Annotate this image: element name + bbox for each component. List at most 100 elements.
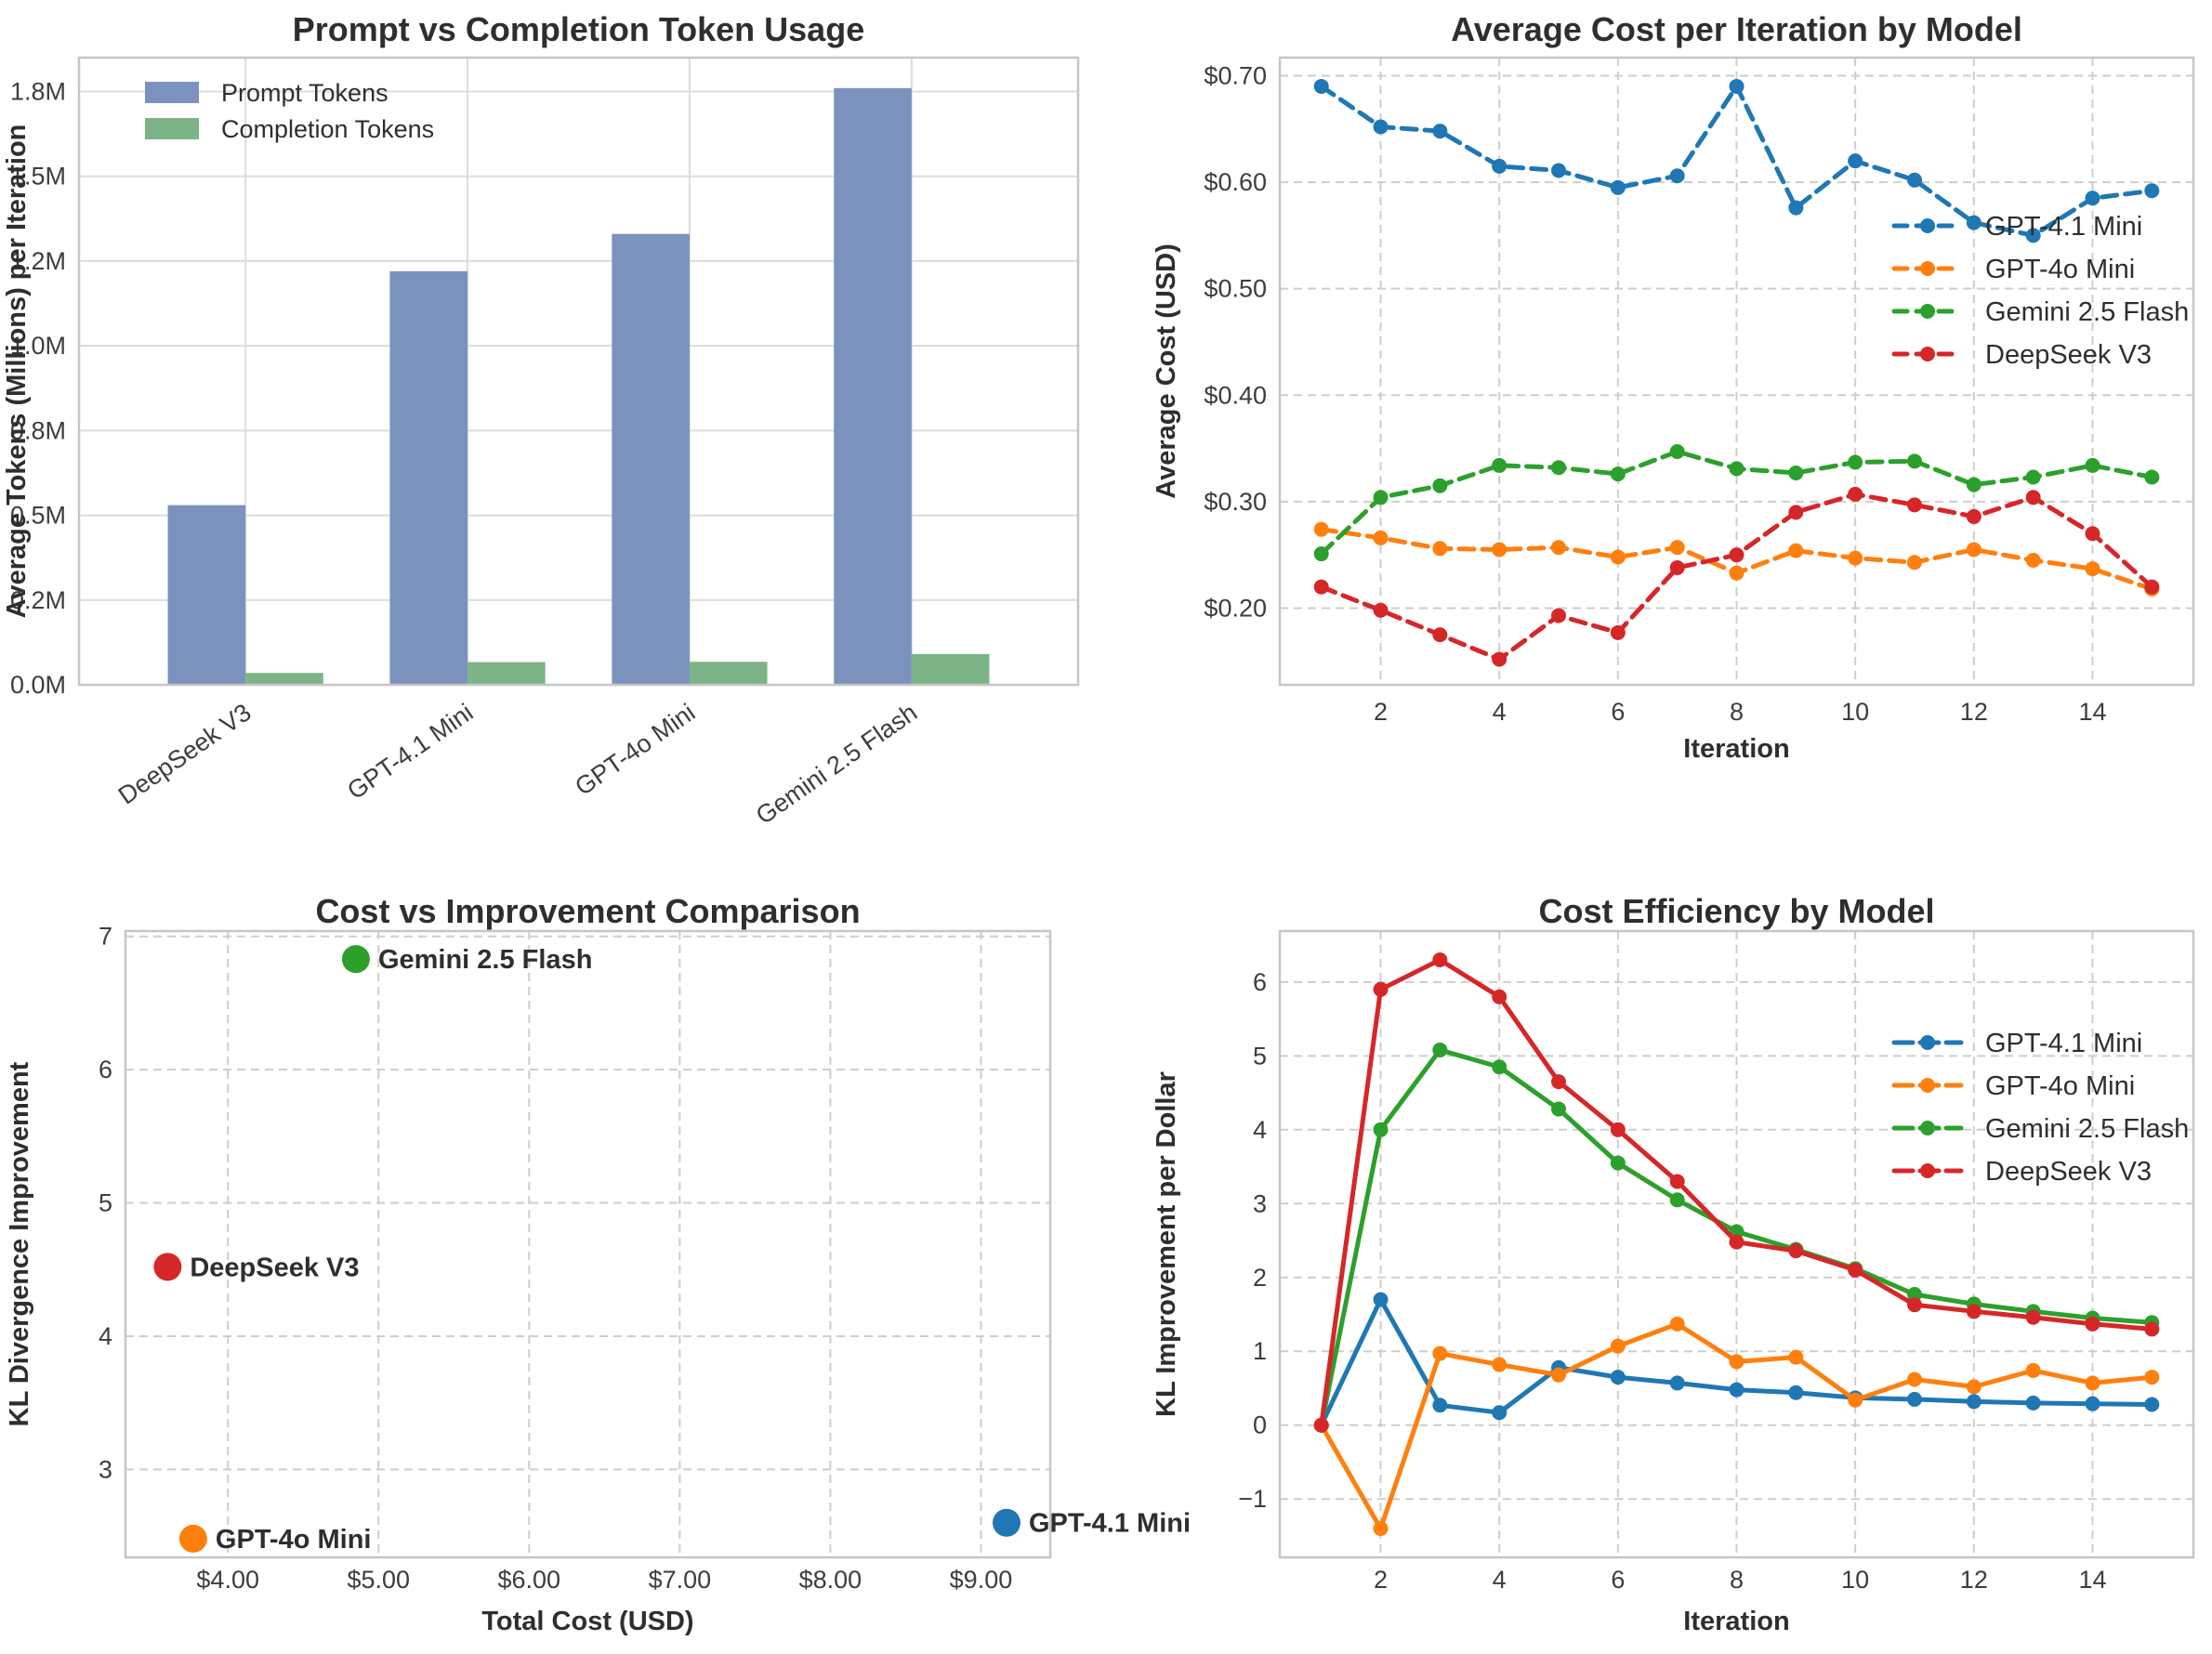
avg-cost-legend-marker-gpt-4o-mini <box>1920 261 1935 276</box>
avg-cost-series-deepseek-v3 <box>1313 486 2160 667</box>
cost-efficiency-marker-gpt-4o-mini <box>1432 1346 1448 1361</box>
cost-vs-improvement-xtick-label: $4.00 <box>196 1566 259 1594</box>
cost-efficiency-legend-label: GPT-4.1 Mini <box>1985 1029 2142 1058</box>
cost-efficiency-marker-gemini-2-5-flash <box>1373 1122 1389 1137</box>
cost-efficiency-legend-item-gemini-2-5-flash: Gemini 2.5 Flash <box>1891 1114 2189 1144</box>
cost-efficiency-plot-frame <box>1278 929 2195 1559</box>
cost-efficiency-marker-gemini-2-5-flash <box>1669 1192 1685 1208</box>
cost-efficiency-marker-gemini-2-5-flash <box>1551 1101 1567 1117</box>
cost-efficiency-ytick-label: 0 <box>1253 1411 1267 1439</box>
cost-efficiency-legend: GPT-4.1 Mini GPT-4o Mini Gemini 2.5 Flash D… <box>1891 1029 2189 1187</box>
token-usage-bar-deepseek-v3-completion-tokens <box>245 673 323 685</box>
cost-efficiency-series-deepseek-v3 <box>1313 952 2160 1433</box>
avg-cost-legend-marker-deepseek-v3 <box>1920 347 1935 361</box>
cost-vs-improvement-ytick-label: 5 <box>99 1189 112 1217</box>
cost-efficiency-marker-deepseek-v3 <box>1906 1297 1922 1313</box>
avg-cost-marker-gemini-2-5-flash <box>1492 457 1508 473</box>
avg-cost-marker-gemini-2-5-flash <box>1788 465 1804 480</box>
token-usage-xtick-label-gpt-4-1-mini: GPT-4.1 Mini <box>342 698 478 805</box>
token-usage-ytick-label: 1.8M <box>10 77 66 105</box>
avg-cost-marker-gpt-4-1-mini <box>1966 215 1982 230</box>
cost-efficiency-marker-gpt-4o-mini <box>2025 1362 2041 1378</box>
cost-vs-improvement-ytick-label: 6 <box>99 1056 112 1083</box>
avg-cost-marker-gemini-2-5-flash <box>1669 444 1685 460</box>
avg-cost-marker-gemini-2-5-flash <box>2144 469 2160 485</box>
cost-efficiency-legend-marker-deepseek-v3 <box>1920 1163 1935 1178</box>
token-usage-title: Prompt vs Completion Token Usage <box>293 10 864 48</box>
avg-cost-series-gpt-4o-mini <box>1313 521 2160 597</box>
cost-efficiency-xtick-label: 6 <box>1611 1566 1625 1594</box>
avg-cost-legend-item-gpt-4o-mini: GPT-4o Mini <box>1891 255 2135 284</box>
avg-cost-marker-gemini-2-5-flash <box>1313 546 1329 562</box>
token-usage-bar-gemini-2-5-flash-prompt-tokens <box>834 87 912 686</box>
cost-efficiency-xtick-label: 8 <box>1730 1566 1744 1594</box>
avg-cost-marker-gpt-4-1-mini <box>1729 78 1745 94</box>
avg-cost-marker-gemini-2-5-flash <box>1551 460 1567 476</box>
cost-efficiency-marker-gpt-4o-mini <box>1551 1367 1567 1383</box>
avg-cost-ytick-label: $0.50 <box>1204 275 1267 303</box>
avg-cost-marker-gpt-4-1-mini <box>1669 168 1685 184</box>
chart-token-usage: DeepSeek V3 GPT-4.1 Mini GPT-4o Mini Gemini… <box>0 0 1106 830</box>
cost-efficiency-marker-deepseek-v3 <box>1492 989 1508 1004</box>
avg-cost-marker-gpt-4o-mini <box>1906 555 1922 571</box>
avg-cost-xtick-label: 6 <box>1611 698 1625 726</box>
cost-efficiency-legend-marker-gemini-2-5-flash <box>1920 1121 1935 1135</box>
avg-cost-marker-gemini-2-5-flash <box>2085 457 2100 473</box>
avg-cost-grid <box>1280 58 2193 685</box>
cost-efficiency-marker-gpt-4-1-mini <box>2144 1397 2160 1412</box>
token-usage-legend: Prompt Tokens Completion Tokens <box>145 79 434 143</box>
avg-cost-marker-gpt-4o-mini <box>2025 552 2041 568</box>
avg-cost-marker-deepseek-v3 <box>1848 486 1863 502</box>
cost-efficiency-marker-deepseek-v3 <box>2025 1309 2041 1325</box>
token-usage-legend-label: Prompt Tokens <box>221 79 388 107</box>
avg-cost-marker-gemini-2-5-flash <box>2025 469 2041 485</box>
token-usage-legend-swatch-completion-tokens <box>145 118 199 139</box>
avg-cost-xtick-label: 12 <box>1960 698 1988 726</box>
cost-efficiency-ylabel: KL Improvement per Dollar <box>1152 1071 1181 1417</box>
cost-efficiency-marker-gpt-4-1-mini <box>1432 1398 1448 1413</box>
avg-cost-title: Average Cost per Iteration by Model <box>1451 10 2022 48</box>
avg-cost-marker-gpt-4o-mini <box>1966 542 1982 558</box>
avg-cost-series-gemini-2-5-flash <box>1313 444 2160 562</box>
avg-cost-marker-deepseek-v3 <box>1906 497 1922 513</box>
avg-cost-ylabel: Average Cost (USD) <box>1152 243 1181 498</box>
cost-efficiency-marker-gpt-4-1-mini <box>1788 1385 1804 1400</box>
cost-efficiency-xtick-label: 14 <box>2078 1566 2106 1594</box>
avg-cost-marker-gpt-4-1-mini <box>1610 179 1626 195</box>
cost-efficiency-ytick-label: −1 <box>1238 1485 1267 1513</box>
cost-efficiency-legend-label: DeepSeek V3 <box>1985 1157 2152 1187</box>
avg-cost-marker-gpt-4o-mini <box>1432 541 1448 557</box>
cost-efficiency-legend-item-gpt-4-1-mini: GPT-4.1 Mini <box>1891 1029 2142 1058</box>
cost-efficiency-marker-deepseek-v3 <box>1788 1243 1804 1259</box>
cost-vs-improvement-ytick-label: 7 <box>99 923 112 951</box>
cost-vs-improvement-xtick-label: $6.00 <box>498 1566 561 1594</box>
avg-cost-marker-gpt-4-1-mini <box>1373 119 1389 135</box>
avg-cost-marker-gemini-2-5-flash <box>1373 490 1389 505</box>
avg-cost-xtick-label: 8 <box>1730 698 1744 726</box>
cost-vs-improvement-xlabel: Total Cost (USD) <box>481 1607 693 1636</box>
avg-cost-legend-label: Gemini 2.5 Flash <box>1985 297 2189 327</box>
avg-cost-marker-deepseek-v3 <box>1551 608 1567 624</box>
avg-cost-marker-gpt-4-1-mini <box>1313 78 1329 94</box>
avg-cost-marker-gpt-4o-mini <box>1788 543 1804 558</box>
cost-vs-improvement-xtick-label: $8.00 <box>799 1566 862 1594</box>
cost-efficiency-marker-gpt-4-1-mini <box>2025 1395 2041 1411</box>
avg-cost-plot-frame <box>1278 56 2195 687</box>
cost-vs-improvement-ytick-label: 4 <box>99 1322 112 1350</box>
cost-efficiency-marker-gpt-4o-mini <box>1610 1338 1626 1354</box>
avg-cost-ytick-label: $0.40 <box>1204 381 1267 409</box>
avg-cost-marker-deepseek-v3 <box>1432 627 1448 643</box>
cost-vs-improvement-ytick-label: 3 <box>99 1455 112 1483</box>
avg-cost-marker-gpt-4o-mini <box>1492 542 1508 558</box>
cost-efficiency-xtick-label: 12 <box>1960 1566 1988 1594</box>
token-usage-legend-item-completion-tokens: Completion Tokens <box>145 115 434 143</box>
cost-efficiency-xtick-label: 4 <box>1493 1566 1507 1594</box>
token-usage-bar-gemini-2-5-flash-completion-tokens <box>911 653 990 685</box>
cost-efficiency-xlabel: Iteration <box>1683 1607 1789 1636</box>
cost-efficiency-marker-gemini-2-5-flash <box>1432 1042 1448 1057</box>
cost-vs-improvement-point-gpt-4-1-mini <box>993 1508 1021 1537</box>
cost-efficiency-marker-gpt-4o-mini <box>2085 1375 2100 1391</box>
token-usage-ytick-label: 0.0M <box>10 671 66 699</box>
avg-cost-series-gpt-4-1-mini <box>1313 78 2160 243</box>
cost-efficiency-marker-deepseek-v3 <box>1966 1304 1982 1319</box>
